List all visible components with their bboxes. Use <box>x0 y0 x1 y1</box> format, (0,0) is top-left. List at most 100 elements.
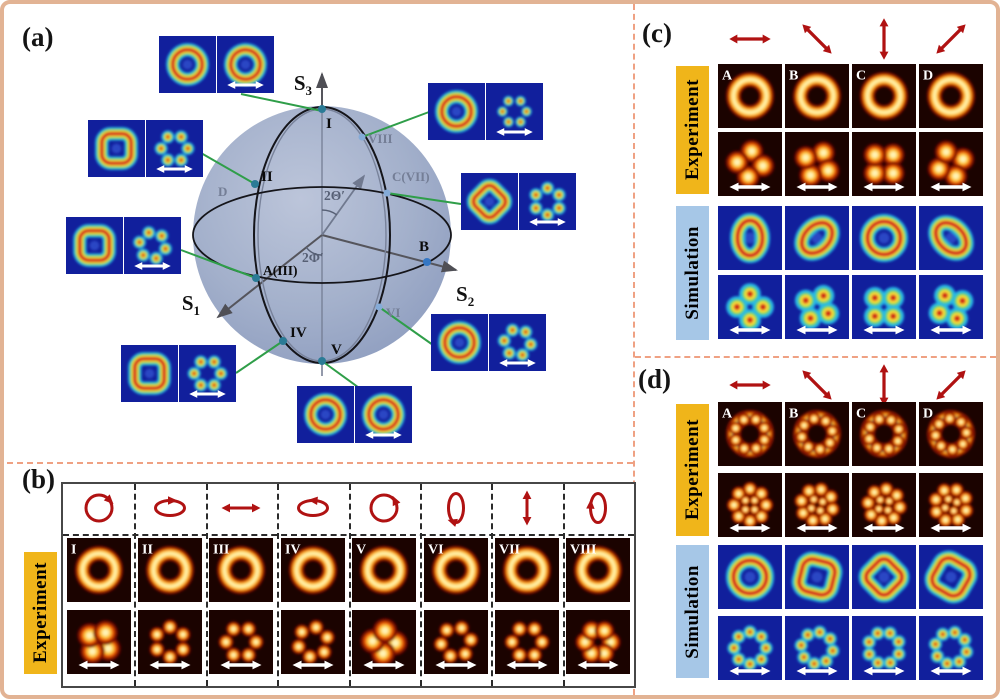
beam-image <box>280 610 345 674</box>
beam-image <box>718 545 782 609</box>
connector-line-III <box>180 249 257 279</box>
analyzer-arrow-icon <box>930 666 972 676</box>
connector-line-II <box>200 152 256 185</box>
beam-image <box>423 610 488 674</box>
beam-image-label: C <box>856 69 866 84</box>
polarizer-direction-c-2 <box>858 16 910 67</box>
beam-image <box>121 345 178 402</box>
beam-image <box>718 275 782 339</box>
beam-image: D <box>919 402 983 466</box>
table-column-divider <box>562 484 565 686</box>
beam-image-label: I <box>71 543 76 558</box>
beam-image <box>355 386 412 443</box>
beam-pair-V <box>297 386 412 443</box>
s2-axis-label: S2 <box>456 282 474 309</box>
analyzer-arrow-icon <box>227 81 264 89</box>
point-label-VI: VI <box>386 305 400 320</box>
table-column-divider <box>348 484 351 686</box>
simulation-analyzed-image-d <box>718 616 782 680</box>
beam-image <box>486 83 543 140</box>
polarizer-direction-d-2 <box>858 362 910 413</box>
polarization-state-icon-linear-h <box>221 503 261 513</box>
angle-2theta-arc <box>321 209 338 216</box>
beam-image-label: D <box>923 407 933 422</box>
beam-image <box>919 545 983 609</box>
experiment-analyzed-image-d <box>785 473 849 537</box>
sphere-point-II <box>251 180 259 188</box>
beam-image <box>852 132 916 196</box>
sphere-point-I <box>318 105 326 113</box>
polarizer-arrow-diag-up <box>936 24 966 54</box>
beam-image: VII <box>494 538 559 602</box>
beam-image <box>146 120 203 177</box>
angle-2phi-label: 2Φ′ <box>302 250 324 265</box>
beam-pair-VI <box>431 314 546 371</box>
beam-image <box>785 616 849 680</box>
analyzer-arrow-icon <box>863 325 905 335</box>
point-label-VIII: VIII <box>368 131 393 146</box>
beam-pair-I <box>159 36 274 93</box>
experiment-intensity-image-d: A <box>718 402 782 466</box>
polarization-state-icon-ellipse-h-cw <box>154 496 187 517</box>
experiment-analyzed-image-c <box>718 132 782 196</box>
analyzer-arrow-icon <box>729 325 771 335</box>
experiment-row-label-d: Experiment <box>676 404 709 536</box>
simulation-analyzed-image-d <box>852 616 916 680</box>
table-column-divider <box>134 484 137 686</box>
simulation-analyzed-image-c <box>785 275 849 339</box>
beam-image <box>209 610 274 674</box>
analyzer-arrow-icon <box>365 431 402 439</box>
analyzer-arrow-icon <box>796 666 838 676</box>
beam-image: VI <box>423 538 488 602</box>
simulation-intensity-image-c <box>919 206 983 270</box>
polarization-cell <box>77 489 121 532</box>
connector-line-IV <box>235 340 284 374</box>
beam-image <box>718 616 782 680</box>
analyzer-arrow-icon <box>863 523 905 533</box>
polarizer-arrow-vertical <box>879 364 889 406</box>
table-column-divider <box>419 484 422 686</box>
sphere-point-VIII <box>358 133 366 141</box>
polarizer-direction-d-1 <box>791 362 843 413</box>
experiment-intensity-image-c: C <box>852 64 916 128</box>
experiment-analyzed-image-d <box>852 473 916 537</box>
experiment-analyzed-image-d <box>919 473 983 537</box>
panel-d-label: (d) <box>638 364 671 394</box>
experiment-intensity-image-c: A <box>718 64 782 128</box>
polarization-cell <box>291 489 335 532</box>
sphere-point-VI <box>375 303 383 311</box>
connector-line-VI <box>378 306 434 346</box>
beam-image <box>179 345 236 402</box>
beam-pair-VIII <box>428 83 543 140</box>
analyzed-image-cell <box>352 610 417 674</box>
intensity-image-cell: I <box>66 538 131 602</box>
beam-image <box>785 206 849 270</box>
beam-image <box>124 217 181 274</box>
analyzer-arrow-icon <box>796 325 838 335</box>
beam-image-label: VII <box>499 543 520 558</box>
point-label-I: I <box>326 116 332 132</box>
beam-image-label: C <box>856 407 866 422</box>
experiment-intensity-image-c: D <box>919 64 983 128</box>
analyzed-image-cell <box>138 610 203 674</box>
beam-image: B <box>785 402 849 466</box>
panel-a-label: (a) <box>22 22 54 52</box>
beam-image <box>718 132 782 196</box>
beam-image-label: A <box>722 69 733 84</box>
table-column-divider <box>491 484 494 686</box>
beam-image: A <box>718 402 782 466</box>
analyzer-arrow-icon <box>863 666 905 676</box>
beam-image: B <box>785 64 849 128</box>
angle-2theta-label: 2Θ′ <box>324 188 345 203</box>
beam-image: A <box>718 64 782 128</box>
beam-image: V <box>352 538 417 602</box>
beam-image <box>66 217 123 274</box>
polarizer-direction-d-0 <box>724 362 776 413</box>
beam-image <box>66 610 131 674</box>
panel-b-label: (b) <box>22 464 55 494</box>
analyzer-arrow-icon <box>78 660 120 670</box>
beam-image <box>489 314 546 371</box>
analyzer-arrow-icon <box>149 660 191 670</box>
beam-image <box>138 610 203 674</box>
beam-image <box>919 206 983 270</box>
